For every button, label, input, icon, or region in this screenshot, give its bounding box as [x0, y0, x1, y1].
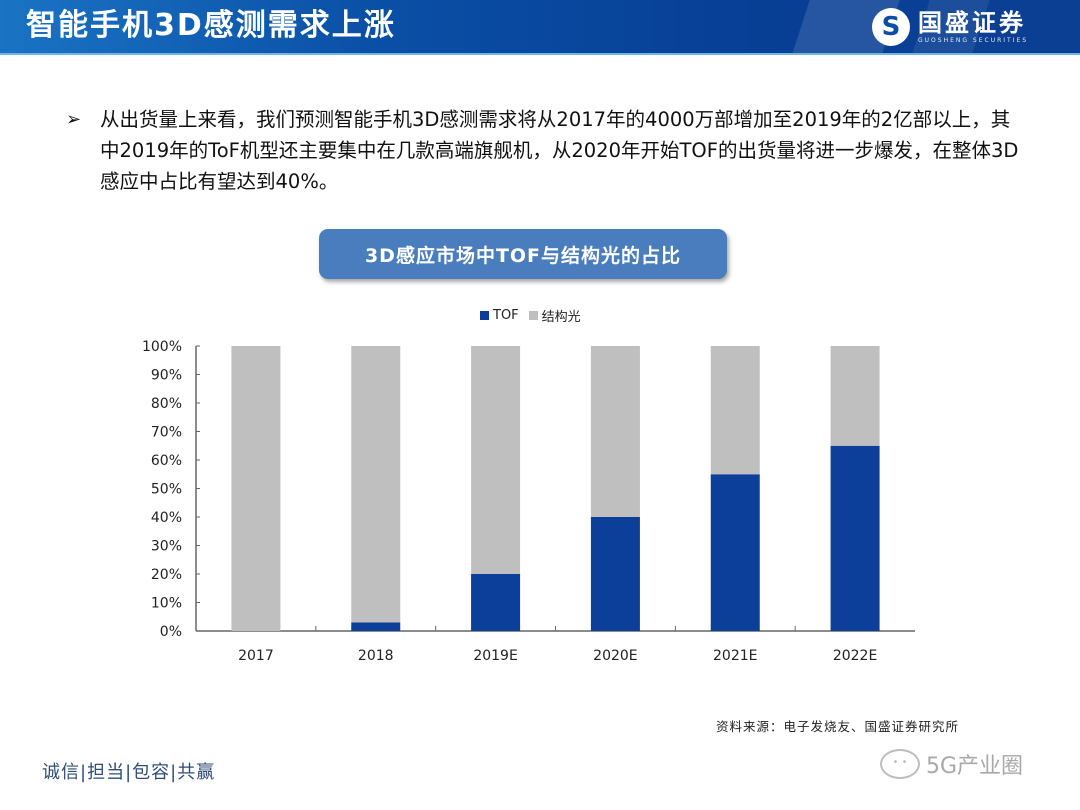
- bar-structured-light-2021E: [710, 346, 760, 475]
- y-tick-label: 80%: [151, 396, 182, 412]
- bar-tof-2021E: [710, 474, 760, 631]
- bar-structured-light-2022E: [830, 346, 880, 446]
- y-tick-label: 0%: [160, 624, 182, 640]
- guosheng-logo-icon: S: [872, 8, 910, 46]
- chart-title: 3D感应市场中TOF与结构光的占比: [319, 229, 727, 279]
- watermark: • • 5G产业圈: [880, 748, 1023, 780]
- bar-structured-light-2017: [231, 346, 281, 631]
- bar-tof-2018: [351, 622, 401, 631]
- x-tick-label: 2022E: [833, 648, 877, 664]
- bar-tof-2020E: [590, 517, 640, 631]
- y-tick-label: 90%: [151, 368, 182, 384]
- x-tick-label: 2021E: [713, 648, 757, 664]
- x-tick-label: 2017: [238, 648, 274, 664]
- bullet-arrow-icon: ➢: [66, 109, 82, 130]
- chart-legend: TOF 结构光: [480, 306, 591, 325]
- y-tick-label: 70%: [151, 425, 182, 441]
- logo-text: 国盛证券 GUOSHENG SECURITIES: [918, 9, 1028, 45]
- y-tick-label: 30%: [151, 539, 182, 555]
- bar-tof-2019E: [471, 574, 521, 631]
- company-logo: S 国盛证券 GUOSHENG SECURITIES: [872, 4, 1028, 50]
- page-title: 智能手机3D感测需求上涨: [26, 8, 396, 43]
- legend-item-tof: TOF: [480, 308, 519, 323]
- y-tick-label: 100%: [142, 339, 182, 355]
- logo-chinese-name: 国盛证券: [918, 9, 1026, 37]
- footer-slogan: 诚信|担当|包容|共赢: [42, 762, 216, 783]
- legend-swatch-tof: [480, 311, 489, 320]
- x-tick-label: 2019E: [473, 648, 517, 664]
- legend-swatch-structured-light: [528, 311, 538, 320]
- logo-glyph: S: [881, 12, 901, 42]
- y-tick-label: 40%: [151, 510, 182, 526]
- y-tick-label: 10%: [151, 596, 182, 612]
- header-banner: 智能手机3D感测需求上涨 S 国盛证券 GUOSHENG SECURITIES: [0, 0, 1080, 55]
- x-tick-label: 2018: [358, 648, 394, 664]
- bar-structured-light-2019E: [471, 346, 521, 574]
- legend-label-structured-light: 结构光: [541, 310, 581, 325]
- y-tick-label: 60%: [151, 453, 182, 469]
- logo-english-name: GUOSHENG SECURITIES: [918, 37, 1029, 44]
- bullet-text: 从出货量上来看，我们预测智能手机3D感测需求将从2017年的4000万部增加至2…: [100, 108, 1019, 193]
- legend-item-structured-light: 结构光: [528, 306, 581, 325]
- wechat-icon: • •: [880, 749, 920, 779]
- source-note: 资料来源：电子发烧友、国盛证券研究所: [716, 719, 960, 734]
- y-tick-label: 50%: [151, 482, 182, 498]
- bullet-paragraph: ➢ 从出货量上来看，我们预测智能手机3D感测需求将从2017年的4000万部增加…: [66, 104, 1026, 197]
- bar-structured-light-2020E: [590, 346, 640, 517]
- watermark-text: 5G产业圈: [926, 754, 1024, 779]
- stacked-bar-chart: 0% 10% 20% 30% 40% 50% 60% 70% 80% 90% 100% 2017 201…: [142, 339, 915, 664]
- legend-label-tof: TOF: [493, 308, 519, 323]
- y-tick-label: 20%: [151, 567, 182, 583]
- bar-tof-2022E: [830, 445, 880, 631]
- bar-structured-light-2018: [351, 346, 401, 623]
- x-tick-label: 2020E: [593, 648, 637, 664]
